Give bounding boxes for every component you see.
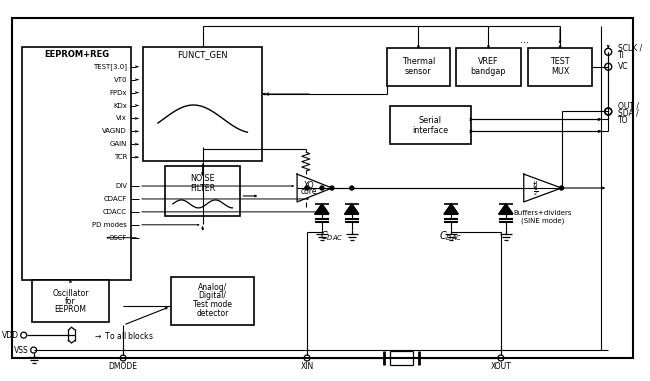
Text: FPDx: FPDx	[110, 90, 127, 96]
Text: TEST[3.0]: TEST[3.0]	[93, 63, 127, 70]
Bar	[165, 166, 240, 216]
Text: $\frac{1}{2}$: $\frac{1}{2}$	[532, 185, 538, 199]
Text: VSS: VSS	[14, 346, 29, 355]
Text: FUNCT_GEN: FUNCT_GEN	[177, 50, 228, 59]
Circle shape	[350, 186, 354, 190]
Text: CDACC: CDACC	[103, 209, 127, 215]
Polygon shape	[444, 204, 458, 214]
Polygon shape	[315, 204, 329, 214]
Text: sensor: sensor	[405, 67, 432, 76]
Text: TCR: TCR	[114, 154, 127, 160]
Circle shape	[305, 186, 309, 190]
Bar	[21, 47, 131, 280]
Text: $C_{DAC}$: $C_{DAC}$	[320, 229, 344, 243]
Text: Test mode: Test mode	[193, 300, 232, 309]
Bar	[389, 107, 471, 144]
Bar	[387, 48, 450, 86]
Text: detector: detector	[196, 309, 229, 318]
Polygon shape	[297, 174, 332, 202]
Text: GAIN: GAIN	[110, 141, 127, 147]
Text: DIV: DIV	[115, 183, 127, 189]
Text: interface: interface	[412, 126, 448, 135]
Text: TI: TI	[618, 51, 625, 60]
Text: PD modes: PD modes	[92, 222, 127, 228]
Bar	[528, 48, 592, 86]
Text: VREF: VREF	[478, 57, 499, 66]
Text: Serial: Serial	[419, 116, 442, 125]
Text: VT0: VT0	[114, 77, 127, 83]
Text: XIN: XIN	[300, 362, 314, 371]
Text: FILTER: FILTER	[190, 184, 215, 192]
Text: core: core	[301, 187, 317, 197]
Text: OUT /: OUT /	[618, 102, 639, 111]
Text: $\rightarrow$ To all blocks: $\rightarrow$ To all blocks	[94, 330, 154, 341]
Text: VC: VC	[618, 62, 629, 71]
Polygon shape	[344, 204, 359, 214]
Text: OSCF: OSCF	[109, 235, 127, 241]
Text: VAGND: VAGND	[102, 128, 127, 134]
Text: KDx: KDx	[113, 102, 127, 109]
Text: bandgap: bandgap	[471, 67, 506, 76]
Bar	[143, 47, 263, 161]
Text: CDACF: CDACF	[104, 196, 127, 202]
Polygon shape	[499, 204, 513, 214]
Text: MUX: MUX	[551, 67, 569, 76]
Text: DMODE: DMODE	[109, 362, 138, 371]
Text: (SINE mode): (SINE mode)	[521, 218, 564, 224]
Text: Digital/: Digital/	[199, 291, 227, 300]
Text: EEPROM+REG: EEPROM+REG	[44, 50, 109, 59]
Text: ...: ...	[520, 35, 528, 45]
Bar	[32, 280, 109, 322]
Circle shape	[320, 186, 324, 190]
Circle shape	[560, 186, 564, 190]
Text: TEST: TEST	[550, 57, 570, 66]
Text: Analog/: Analog/	[198, 283, 228, 292]
Text: XOUT: XOUT	[491, 362, 512, 371]
Text: NOISE: NOISE	[190, 174, 215, 182]
Text: EEPROM: EEPROM	[55, 305, 86, 314]
Text: VIx: VIx	[116, 115, 127, 122]
Bar	[12, 18, 633, 358]
Bar	[171, 277, 254, 325]
Text: SCLK /: SCLK /	[618, 43, 642, 52]
Text: Oscillator: Oscillator	[52, 289, 88, 298]
Text: XO: XO	[304, 181, 315, 189]
Bar	[456, 48, 521, 86]
Text: $t|$: $t|$	[532, 179, 538, 192]
Text: $C_{DAC}$: $C_{DAC}$	[439, 229, 463, 243]
Text: Buffers+dividers: Buffers+dividers	[514, 210, 572, 216]
Text: for: for	[65, 297, 76, 306]
Text: TO: TO	[618, 116, 629, 125]
Circle shape	[330, 186, 334, 190]
Polygon shape	[524, 174, 562, 202]
Text: VDD: VDD	[2, 331, 19, 339]
Text: Thermal: Thermal	[402, 57, 435, 66]
Text: SDA /: SDA /	[618, 109, 639, 118]
